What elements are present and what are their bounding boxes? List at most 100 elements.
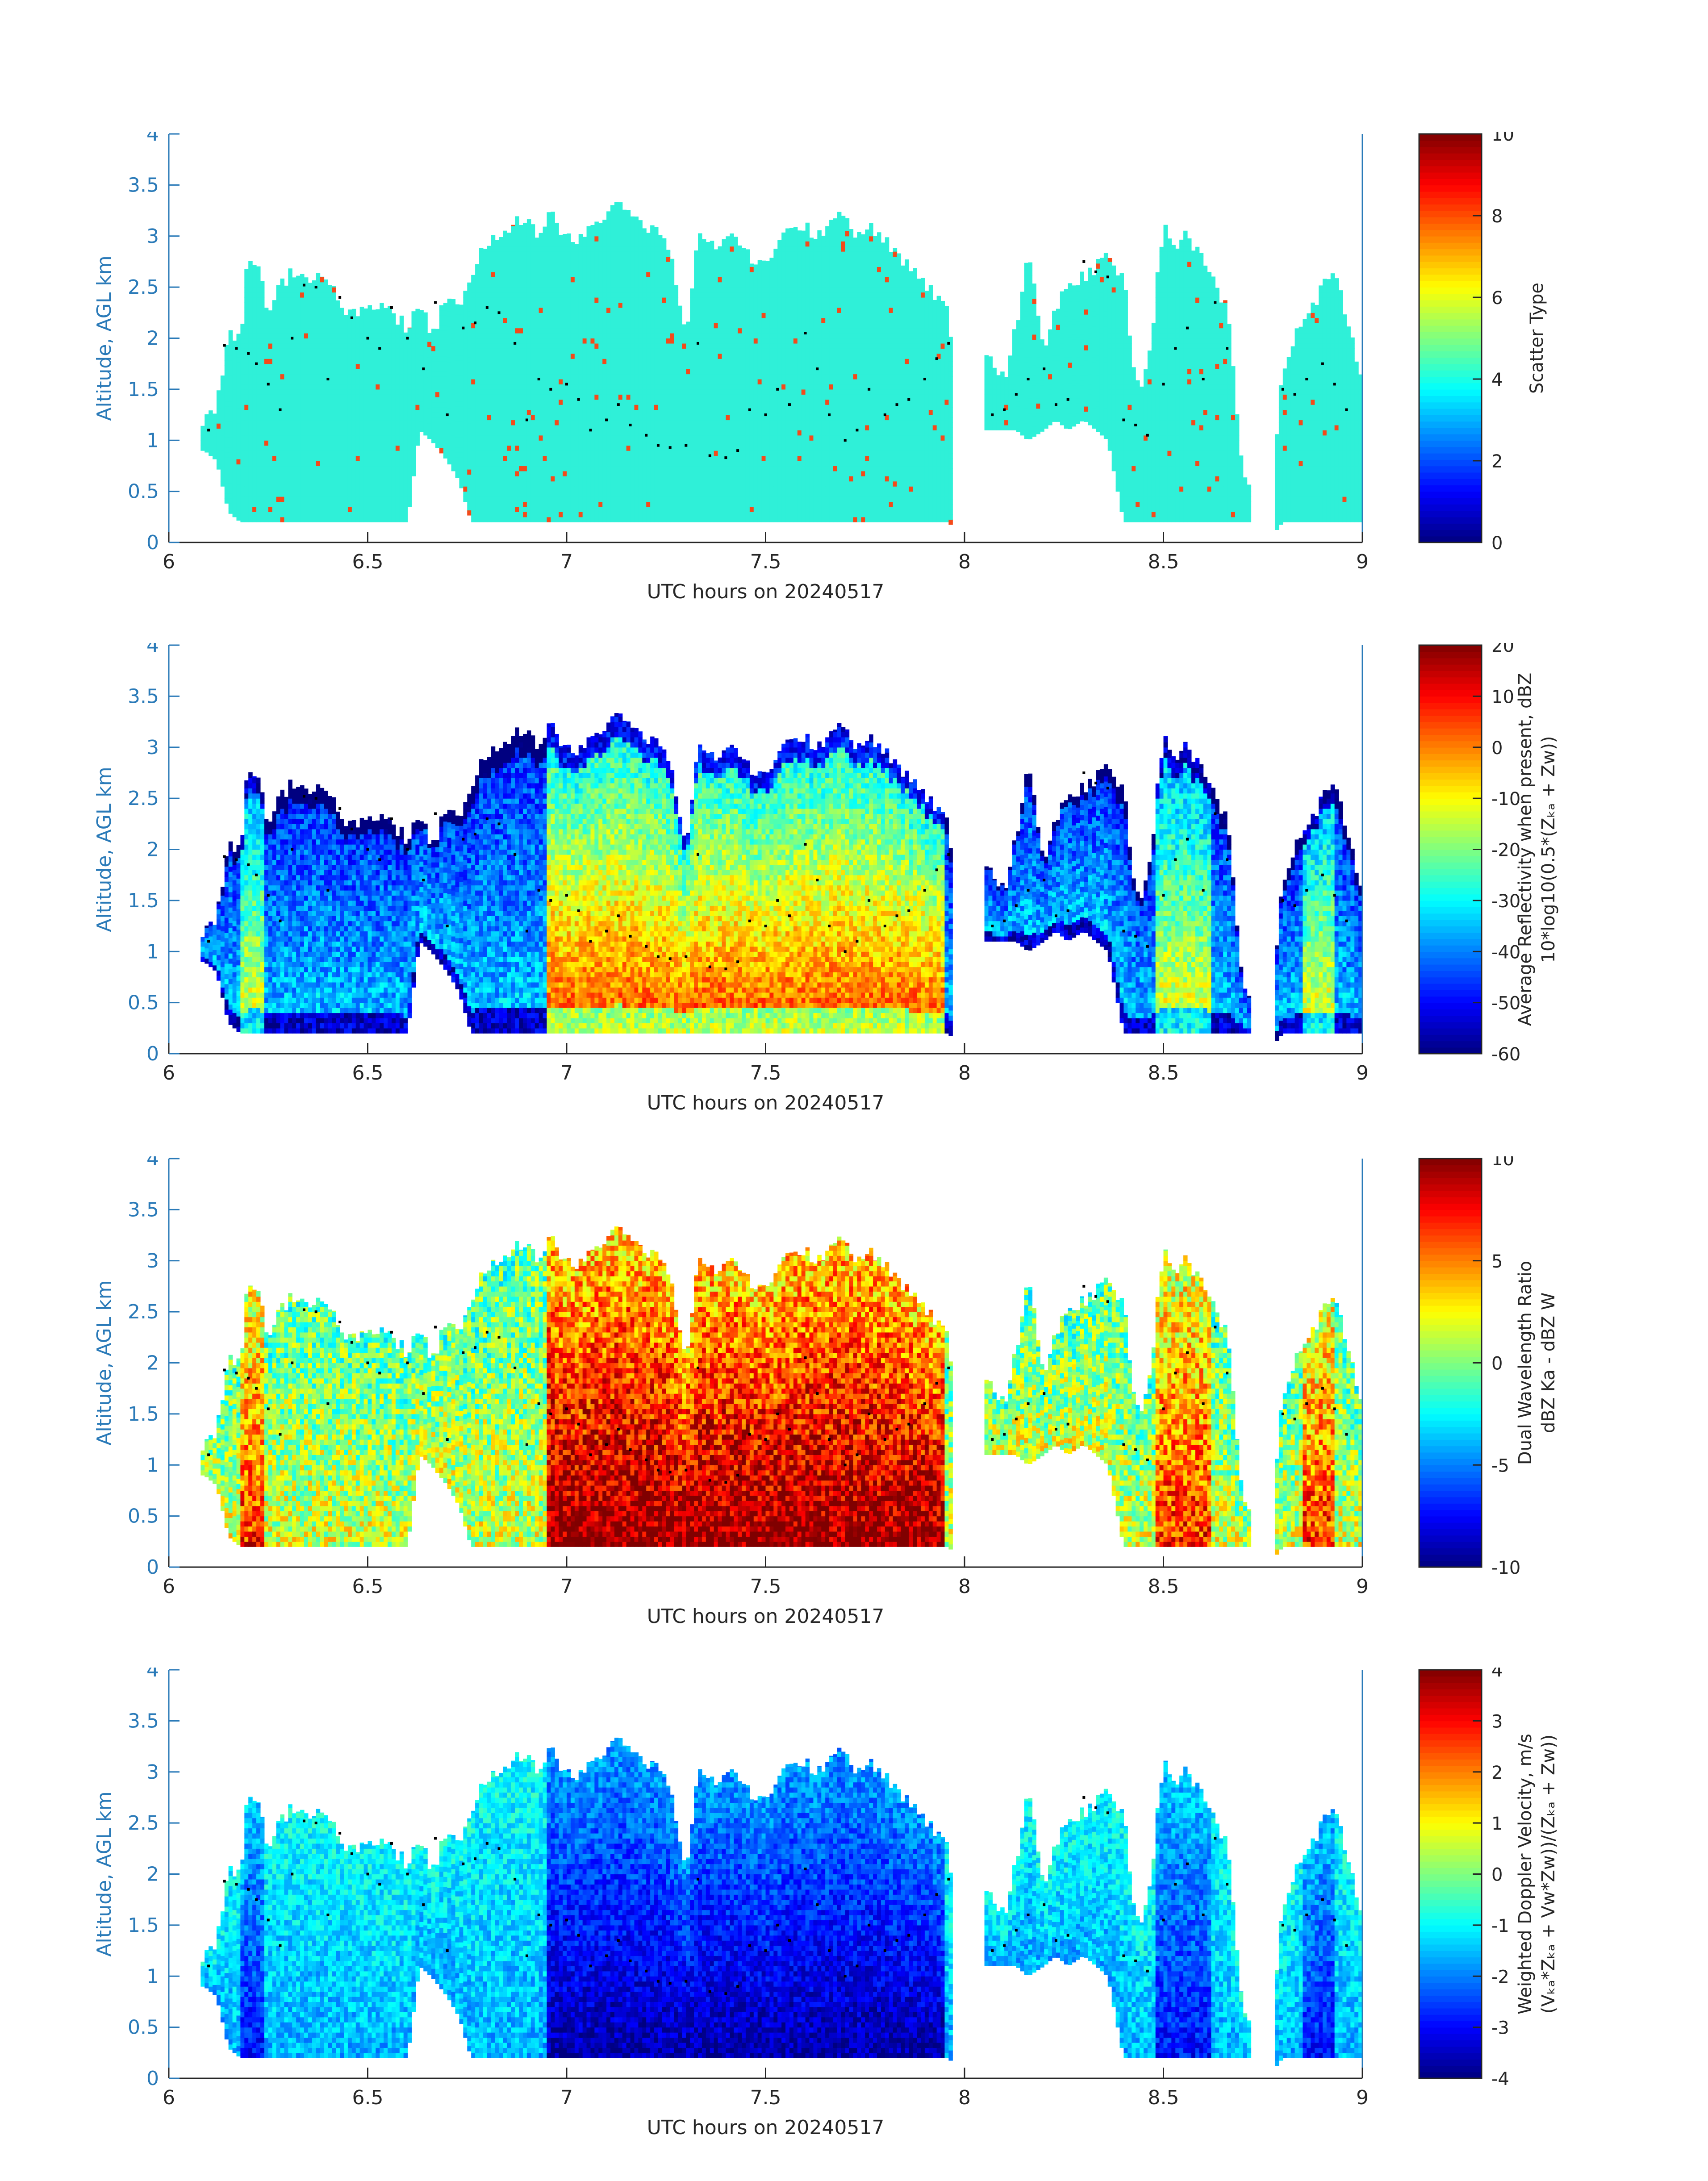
heatmap-cell (515, 221, 519, 226)
heatmap-cell (622, 466, 627, 471)
heatmap-cell (272, 328, 277, 334)
heatmap-cell (320, 486, 325, 492)
heatmap-cell (590, 318, 595, 323)
heatmap-cell (388, 384, 392, 389)
heatmap-cell (256, 394, 261, 400)
heatmap-cell (380, 318, 384, 323)
heatmap-cell (571, 405, 575, 410)
heatmap-cell (233, 502, 237, 507)
heatmap-cell (356, 430, 360, 435)
heatmap-cell (256, 348, 261, 354)
heatmap-cell (348, 374, 352, 379)
heatmap-cell (292, 297, 296, 303)
heatmap-cell (590, 236, 595, 242)
heatmap-cell (594, 292, 599, 298)
heatmap-cell (563, 476, 567, 481)
heatmap-cell (264, 343, 269, 349)
heatmap-cell (404, 379, 408, 384)
heatmap-cell (316, 354, 321, 359)
heatmap-cell (280, 287, 284, 292)
heatmap-cell (244, 308, 249, 313)
heatmap-cell (567, 333, 571, 338)
heatmap-cell (543, 507, 547, 512)
heatmap-cell (587, 476, 591, 481)
heatmap-cell (332, 374, 336, 379)
heatmap-cell (348, 461, 352, 466)
heatmap-cell (316, 343, 321, 349)
heatmap-cell (594, 446, 599, 451)
heatmap-cell (272, 384, 277, 389)
heatmap-cell (248, 471, 253, 476)
heatmap-cell (221, 440, 225, 446)
heatmap-cell (594, 496, 599, 502)
heatmap-cell (559, 512, 563, 517)
heatmap-cell (292, 364, 296, 369)
heatmap-cell (590, 502, 595, 507)
heatmap-cell (384, 450, 388, 456)
heatmap-cell (352, 471, 356, 476)
heatmap-cell (248, 379, 253, 384)
heatmap-cell (479, 333, 484, 338)
heatmap-cell (348, 323, 352, 328)
heatmap-cell (344, 323, 348, 328)
heatmap-cell (423, 400, 428, 405)
heatmap-cell (221, 471, 225, 476)
heatmap-cell (320, 425, 325, 430)
heatmap-cell (388, 313, 392, 318)
heatmap-cell (225, 463, 229, 468)
heatmap-cell (602, 446, 607, 451)
heatmap-cell (292, 471, 296, 476)
heatmap-cell (555, 343, 559, 349)
heatmap-cell (236, 418, 241, 424)
heatmap-cell (535, 415, 539, 420)
heatmap-cell (364, 313, 368, 318)
heatmap-cell (455, 320, 460, 325)
heatmap-cell (256, 313, 261, 318)
heatmap-cell (519, 384, 523, 389)
heatmap-cell (316, 450, 321, 456)
heatmap-cell (555, 405, 559, 410)
heatmap-cell (360, 374, 364, 379)
heatmap-cell (300, 274, 305, 277)
heatmap-cell (455, 457, 460, 463)
heatmap-cell (459, 350, 464, 355)
heatmap-cell (384, 313, 388, 318)
heatmap-cell (575, 323, 579, 328)
heatmap-cell (626, 389, 631, 395)
heatmap-cell (292, 512, 296, 517)
heatmap-cell (451, 379, 456, 384)
heatmap-cell (368, 379, 372, 384)
heatmap-cell (475, 415, 480, 420)
heatmap-cell (412, 446, 416, 451)
heatmap-cell (300, 425, 305, 430)
heatmap-cell (304, 364, 309, 369)
heatmap-cell (598, 435, 603, 441)
heatmap-cell (535, 272, 539, 277)
heatmap-cell (499, 364, 504, 369)
heatmap-cell (587, 287, 591, 292)
heatmap-cell (483, 277, 488, 282)
heatmap-cell (412, 394, 416, 400)
heatmap-cell (225, 452, 229, 458)
heatmap-cell (594, 476, 599, 481)
heatmap-cell (292, 502, 296, 507)
heatmap-cell (503, 328, 507, 334)
heatmap-cell (392, 507, 396, 512)
heatmap-cell (622, 236, 627, 242)
heatmap-cell (618, 476, 623, 481)
heatmap-cell (483, 435, 488, 441)
heatmap-cell (555, 251, 559, 257)
heatmap-cell (244, 461, 249, 466)
heatmap-cell (404, 369, 408, 374)
heatmap-cell (431, 412, 436, 417)
heatmap-cell (575, 282, 579, 288)
heatmap-cell (296, 343, 301, 349)
heatmap-cell (252, 374, 257, 379)
heatmap-cell (376, 318, 380, 323)
heatmap-cell (340, 400, 344, 405)
heatmap-cell (400, 389, 404, 395)
heatmap-cell (515, 400, 519, 405)
heatmap-cell (288, 369, 292, 374)
heatmap-cell (594, 287, 599, 292)
heatmap-cell (614, 241, 619, 246)
